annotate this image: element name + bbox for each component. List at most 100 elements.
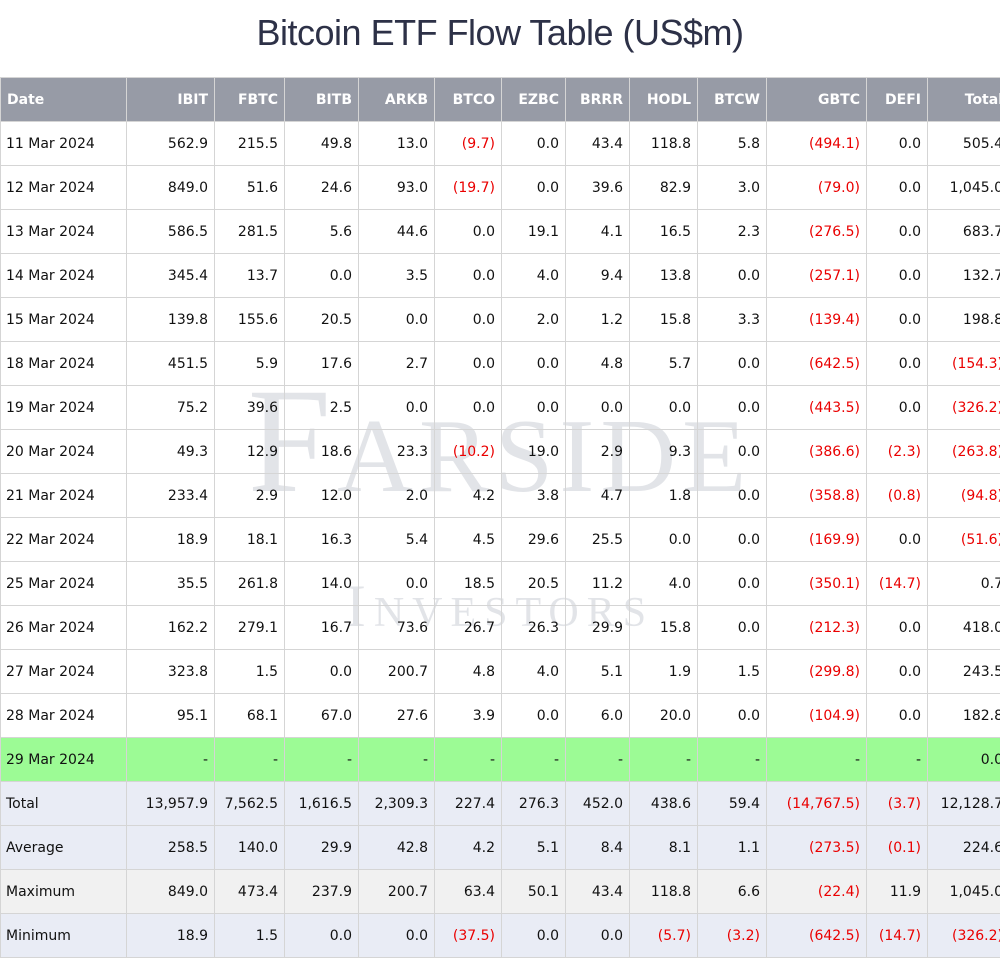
cell-ibit: 562.9 <box>127 122 215 166</box>
cell-arkb: 44.6 <box>359 210 435 254</box>
cell-btco: 4.5 <box>435 518 502 562</box>
cell-btco: 26.7 <box>435 606 502 650</box>
cell-btcw: 1.5 <box>698 650 767 694</box>
cell-brrr: 39.6 <box>566 166 630 210</box>
cell-ezbc: 0.0 <box>502 386 566 430</box>
cell-brrr: 2.9 <box>566 430 630 474</box>
cell-gbtc: (14,767.5) <box>767 782 867 826</box>
cell-brrr: 29.9 <box>566 606 630 650</box>
cell-arkb: 27.6 <box>359 694 435 738</box>
cell-gbtc: (299.8) <box>767 650 867 694</box>
cell-hodl: 4.0 <box>630 562 698 606</box>
cell-fbtc: 1.5 <box>215 914 285 958</box>
page-title: Bitcoin ETF Flow Table (US$m) <box>0 12 1000 54</box>
cell-total: (326.2) <box>928 386 1000 430</box>
cell-bitb: 0.0 <box>285 254 359 298</box>
row-label: Maximum <box>1 870 127 914</box>
cell-ezbc: 29.6 <box>502 518 566 562</box>
row-label: 15 Mar 2024 <box>1 298 127 342</box>
cell-defi: - <box>867 738 928 782</box>
cell-ezbc: 0.0 <box>502 914 566 958</box>
row-label: 20 Mar 2024 <box>1 430 127 474</box>
cell-ezbc: 0.0 <box>502 342 566 386</box>
cell-ibit: 586.5 <box>127 210 215 254</box>
cell-total: 243.5 <box>928 650 1000 694</box>
row-label: 27 Mar 2024 <box>1 650 127 694</box>
cell-fbtc: - <box>215 738 285 782</box>
cell-gbtc: (273.5) <box>767 826 867 870</box>
cell-ibit: 233.4 <box>127 474 215 518</box>
cell-gbtc: (212.3) <box>767 606 867 650</box>
cell-btco: 0.0 <box>435 342 502 386</box>
column-header-hodl: HODL <box>630 78 698 122</box>
cell-arkb: 13.0 <box>359 122 435 166</box>
cell-ibit: 18.9 <box>127 914 215 958</box>
column-header-bitb: BITB <box>285 78 359 122</box>
cell-btco: (9.7) <box>435 122 502 166</box>
cell-brrr: 0.0 <box>566 386 630 430</box>
cell-bitb: 20.5 <box>285 298 359 342</box>
row-label: 29 Mar 2024 <box>1 738 127 782</box>
cell-arkb: 93.0 <box>359 166 435 210</box>
cell-btco: (10.2) <box>435 430 502 474</box>
cell-brrr: 0.0 <box>566 914 630 958</box>
cell-bitb: 29.9 <box>285 826 359 870</box>
cell-total: 505.4 <box>928 122 1000 166</box>
cell-ezbc: 19.1 <box>502 210 566 254</box>
column-header-fbtc: FBTC <box>215 78 285 122</box>
row-label: 13 Mar 2024 <box>1 210 127 254</box>
cell-btcw: 5.8 <box>698 122 767 166</box>
row-label: Average <box>1 826 127 870</box>
cell-hodl: 9.3 <box>630 430 698 474</box>
cell-ibit: 849.0 <box>127 870 215 914</box>
row-label: 25 Mar 2024 <box>1 562 127 606</box>
cell-bitb: 14.0 <box>285 562 359 606</box>
cell-hodl: - <box>630 738 698 782</box>
cell-total: 683.7 <box>928 210 1000 254</box>
cell-total: 182.8 <box>928 694 1000 738</box>
cell-ezbc: 276.3 <box>502 782 566 826</box>
cell-defi: 11.9 <box>867 870 928 914</box>
row-label: 28 Mar 2024 <box>1 694 127 738</box>
cell-btcw: 0.0 <box>698 694 767 738</box>
cell-fbtc: 7,562.5 <box>215 782 285 826</box>
cell-gbtc: (443.5) <box>767 386 867 430</box>
cell-gbtc: (139.4) <box>767 298 867 342</box>
cell-brrr: 43.4 <box>566 870 630 914</box>
column-header-date: Date <box>1 78 127 122</box>
cell-btcw: 0.0 <box>698 474 767 518</box>
cell-defi: 0.0 <box>867 694 928 738</box>
cell-total: 12,128.7 <box>928 782 1000 826</box>
cell-ibit: 323.8 <box>127 650 215 694</box>
column-header-ibit: IBIT <box>127 78 215 122</box>
cell-ibit: 162.2 <box>127 606 215 650</box>
cell-bitb: 24.6 <box>285 166 359 210</box>
cell-ezbc: 0.0 <box>502 166 566 210</box>
cell-brrr: 1.2 <box>566 298 630 342</box>
cell-arkb: 42.8 <box>359 826 435 870</box>
cell-hodl: 13.8 <box>630 254 698 298</box>
cell-brrr: 25.5 <box>566 518 630 562</box>
cell-hodl: 0.0 <box>630 386 698 430</box>
cell-fbtc: 279.1 <box>215 606 285 650</box>
cell-btcw: 3.0 <box>698 166 767 210</box>
cell-defi: (0.8) <box>867 474 928 518</box>
cell-arkb: 73.6 <box>359 606 435 650</box>
cell-ibit: 258.5 <box>127 826 215 870</box>
cell-ibit: 345.4 <box>127 254 215 298</box>
cell-ibit: - <box>127 738 215 782</box>
cell-ibit: 95.1 <box>127 694 215 738</box>
cell-btco: 227.4 <box>435 782 502 826</box>
cell-fbtc: 2.9 <box>215 474 285 518</box>
cell-hodl: 118.8 <box>630 122 698 166</box>
cell-fbtc: 155.6 <box>215 298 285 342</box>
cell-hodl: 438.6 <box>630 782 698 826</box>
cell-defi: 0.0 <box>867 122 928 166</box>
cell-total: 198.8 <box>928 298 1000 342</box>
column-header-btcw: BTCW <box>698 78 767 122</box>
